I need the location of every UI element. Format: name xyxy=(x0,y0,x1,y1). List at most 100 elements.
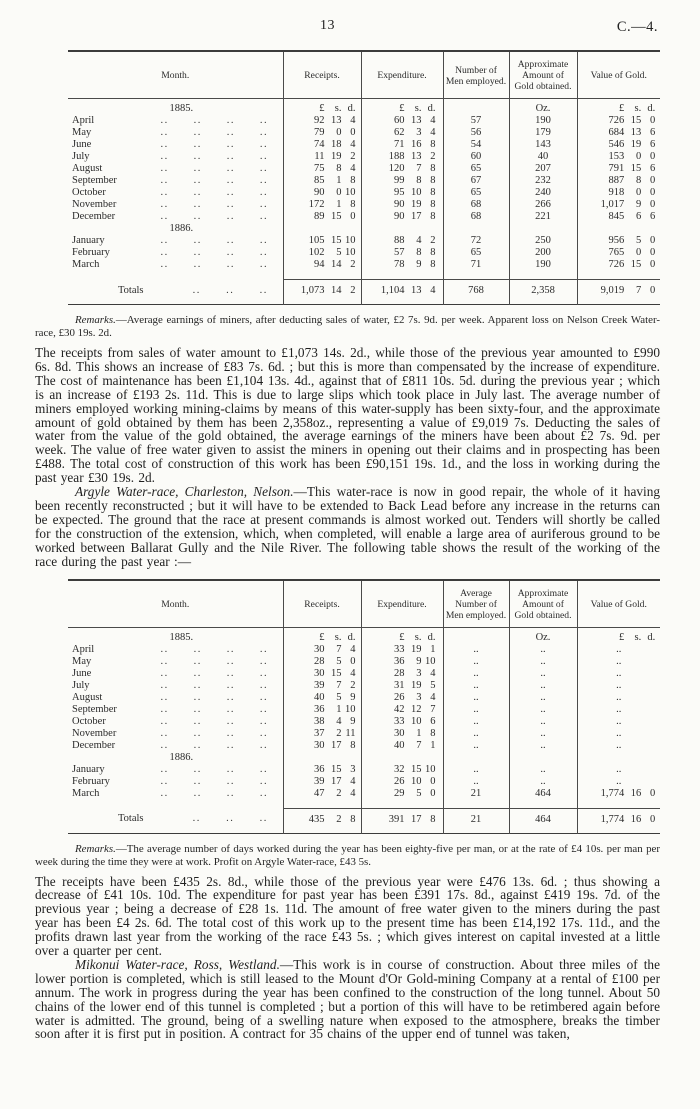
gold-cell: 179 xyxy=(508,127,577,139)
column-header: Average Number of Men employed. xyxy=(442,579,509,628)
receipts-cell: 36 15 3 xyxy=(282,763,361,776)
men-cell: .. xyxy=(442,775,509,788)
value-cell: .. xyxy=(576,763,660,776)
receipts-cell: 39 17 4 xyxy=(282,775,361,788)
table-row: October........ 38 4 9 33 10 6 .. .. .. xyxy=(68,715,660,728)
column-header: Expenditure. xyxy=(360,579,443,628)
men-total: 21 xyxy=(442,807,509,833)
value-cell: 726 15 0 xyxy=(576,115,660,127)
money-value: 36 9 10 xyxy=(394,655,436,667)
month-cell: March........ xyxy=(72,259,269,270)
month-cell: May........ xyxy=(72,127,269,138)
money-value: 33 19 1 xyxy=(394,643,436,655)
spacer-row xyxy=(68,799,660,808)
gold-cell: .. xyxy=(508,715,577,728)
money-value: 36 15 3 xyxy=(314,763,356,775)
money-value: 26 3 4 xyxy=(394,691,436,703)
receipts-cell: 11 19 2 xyxy=(282,151,361,163)
table-row: November........ 37 2 11 30 1 8 .. .. .. xyxy=(68,727,660,740)
page-header: 13 C.—4. xyxy=(35,18,660,40)
money-value: £ s. d. xyxy=(399,631,436,643)
receipts-cell: 85 1 8 xyxy=(282,175,361,187)
month-cell: August........ xyxy=(72,691,269,703)
men-cell: .. xyxy=(442,655,509,668)
men-cell: .. xyxy=(442,727,509,740)
remarks-text: —The average number of days worked durin… xyxy=(35,842,660,868)
expenditure-cell: 120 7 8 xyxy=(360,163,443,175)
value-cell: .. xyxy=(576,715,660,728)
men-cell: 54 xyxy=(442,139,509,151)
month-cell: February........ xyxy=(72,247,269,258)
receipts-cell: 38 4 9 xyxy=(282,715,361,728)
year-row: 1886. xyxy=(68,223,660,235)
receipts-cell: 105 15 10 xyxy=(282,235,361,247)
expenditure-cell: 30 1 8 xyxy=(360,727,443,740)
month-cell: March........ xyxy=(72,787,269,799)
men-cell: .. xyxy=(442,667,509,680)
column-header: Month. xyxy=(68,51,283,99)
oz-label: Oz. xyxy=(508,98,577,115)
men-cell: 60 xyxy=(442,151,509,163)
gold-cell: .. xyxy=(508,763,577,776)
money-value: 40 5 9 xyxy=(314,691,356,703)
expenditure-cell: 32 15 10 xyxy=(360,763,443,776)
money-value: 845 6 6 xyxy=(608,211,656,222)
month-cell: December........ xyxy=(72,211,269,222)
value-cell: 887 8 0 xyxy=(576,175,660,187)
gold-cell: .. xyxy=(508,679,577,692)
remarks-nelson-creek: Remarks.—Average earnings of miners, aft… xyxy=(35,314,660,340)
expenditure-cell: 71 16 8 xyxy=(360,139,443,151)
money-value: 79 0 0 xyxy=(314,127,356,138)
receipts-cell: 90 0 10 xyxy=(282,187,361,199)
money-value: 31 19 5 xyxy=(394,679,436,691)
value-cell: 153 0 0 xyxy=(576,151,660,163)
gold-cell: 266 xyxy=(508,199,577,211)
document-page: 13 C.—4. Month. Receipts. Expenditure. Numb… xyxy=(35,18,660,1041)
value-cell: 546 19 6 xyxy=(576,139,660,151)
gold-cell: .. xyxy=(508,727,577,740)
money-value: 28 5 0 xyxy=(314,655,356,667)
remarks-label: Remarks. xyxy=(75,314,116,326)
gold-total: 464 xyxy=(508,807,577,833)
spacer-row xyxy=(68,271,660,280)
men-cell: 21 xyxy=(442,787,509,800)
expenditure-cell: 90 17 8 xyxy=(360,211,443,223)
money-value: 726 15 0 xyxy=(608,259,656,270)
money-value: 956 5 0 xyxy=(608,235,656,246)
value-cell: .. xyxy=(576,739,660,752)
expenditure-cell: 99 8 8 xyxy=(360,175,443,187)
report-code: C.—4. xyxy=(616,19,658,35)
table-row: January........ 105 15 10 88 4 2 72 250 956 5… xyxy=(68,235,660,247)
men-cell: .. xyxy=(442,691,509,704)
money-value: 726 15 0 xyxy=(608,115,656,126)
receipts-cell: 92 13 4 xyxy=(282,115,361,127)
receipts-cell: 30 15 4 xyxy=(282,667,361,680)
expenditure-cell: 88 4 2 xyxy=(360,235,443,247)
receipts-cell: 74 18 4 xyxy=(282,139,361,151)
money-value: 391 17 8 xyxy=(388,813,436,825)
column-header: Receipts. xyxy=(282,579,361,628)
money-value: 47 2 4 xyxy=(314,787,356,799)
gold-cell: 190 xyxy=(508,259,577,271)
paragraph-argyle-intro: Argyle Water-race, Charleston, Nelson.—T… xyxy=(35,485,660,568)
expenditure-cell: 33 10 6 xyxy=(360,715,443,728)
money-value: 36 1 10 xyxy=(314,703,356,715)
table-row: August........ 75 8 4 120 7 8 65 207 791 15 6 xyxy=(68,163,660,175)
month-cell: October........ xyxy=(72,715,269,727)
men-cell: .. xyxy=(442,643,509,656)
money-value: 1,774 16 0 xyxy=(600,813,656,825)
men-cell: 65 xyxy=(442,187,509,199)
money-value: £ s. d. xyxy=(319,631,356,643)
column-header: Approximate Amount of Gold obtained. xyxy=(508,51,577,99)
table-row: May........ 79 0 0 62 3 4 56 179 684 13 6 xyxy=(68,127,660,139)
expenditure-total: 1,104 13 4 xyxy=(360,279,443,305)
money-value: £ s. d. xyxy=(619,103,656,114)
table-row: June........ 30 15 4 28 3 4 .. .. .. xyxy=(68,667,660,680)
money-value: 30 15 4 xyxy=(314,667,356,679)
money-value: 1,104 13 4 xyxy=(380,285,436,296)
column-header: Receipts. xyxy=(282,51,361,99)
men-cell: .. xyxy=(442,739,509,752)
table-row: February........ 39 17 4 26 10 0 .. .. .. xyxy=(68,775,660,788)
remarks-argyle: Remarks.—The average number of days work… xyxy=(35,843,660,869)
value-cell: .. xyxy=(576,727,660,740)
